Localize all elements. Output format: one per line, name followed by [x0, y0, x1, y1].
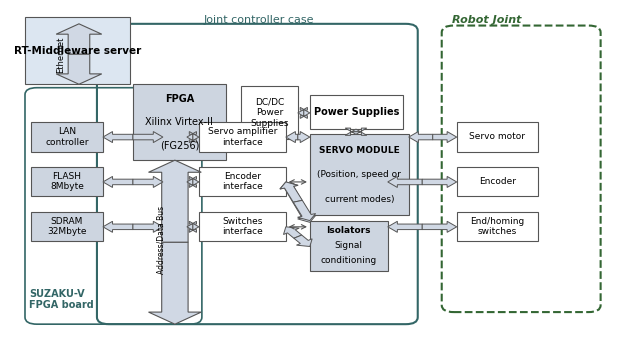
- Polygon shape: [149, 160, 201, 242]
- Text: Xilinx Virtex-II: Xilinx Virtex-II: [146, 117, 213, 127]
- Polygon shape: [433, 132, 457, 143]
- Bar: [457, 167, 537, 196]
- Bar: [310, 134, 408, 215]
- Polygon shape: [189, 132, 199, 143]
- Polygon shape: [298, 132, 310, 143]
- Text: SUZAKU-V
FPGA board: SUZAKU-V FPGA board: [29, 289, 94, 310]
- Polygon shape: [103, 132, 133, 143]
- Polygon shape: [280, 182, 302, 202]
- Bar: [199, 212, 286, 241]
- Text: (Position, speed or: (Position, speed or: [317, 171, 401, 179]
- Polygon shape: [103, 176, 133, 188]
- Polygon shape: [133, 221, 163, 232]
- Text: SDRAM
32Mbyte: SDRAM 32Mbyte: [48, 217, 87, 236]
- Text: Servo motor: Servo motor: [469, 132, 525, 141]
- Polygon shape: [149, 242, 201, 324]
- Bar: [199, 167, 286, 196]
- Bar: [457, 212, 537, 241]
- Bar: [31, 122, 103, 152]
- Polygon shape: [300, 108, 310, 118]
- Polygon shape: [345, 128, 366, 134]
- Text: Isolators: Isolators: [326, 226, 371, 235]
- Polygon shape: [345, 129, 366, 135]
- Polygon shape: [408, 132, 433, 143]
- Bar: [310, 95, 403, 129]
- Polygon shape: [103, 221, 133, 232]
- Bar: [31, 212, 103, 241]
- Text: Address/Data Bus: Address/Data Bus: [157, 206, 165, 274]
- Text: conditioning: conditioning: [321, 256, 377, 265]
- Text: Signal: Signal: [335, 241, 363, 250]
- Text: Power Supplies: Power Supplies: [313, 107, 399, 117]
- Text: FPGA: FPGA: [165, 94, 194, 104]
- Text: Joint controller case: Joint controller case: [204, 15, 314, 25]
- Text: End/homing
switches: End/homing switches: [470, 217, 524, 236]
- Polygon shape: [189, 221, 199, 232]
- Text: (FG256): (FG256): [160, 140, 199, 150]
- Text: Ethernet: Ethernet: [57, 37, 65, 73]
- Polygon shape: [387, 176, 422, 188]
- Text: Switches
interface: Switches interface: [222, 217, 263, 236]
- Polygon shape: [283, 227, 302, 238]
- Polygon shape: [56, 24, 102, 54]
- Bar: [310, 221, 387, 271]
- Text: Robot Joint: Robot Joint: [452, 15, 521, 25]
- Polygon shape: [280, 182, 302, 203]
- Polygon shape: [189, 176, 199, 188]
- Polygon shape: [56, 54, 102, 84]
- Polygon shape: [286, 132, 298, 143]
- Polygon shape: [293, 200, 316, 221]
- Text: SERVO MODULE: SERVO MODULE: [319, 146, 400, 155]
- Bar: [241, 86, 298, 140]
- Polygon shape: [422, 221, 457, 232]
- Bar: [133, 84, 226, 160]
- Polygon shape: [133, 176, 163, 188]
- Polygon shape: [187, 132, 196, 143]
- Polygon shape: [187, 221, 196, 232]
- Text: current modes): current modes): [325, 195, 394, 204]
- Text: RT-Middleware server: RT-Middleware server: [14, 46, 141, 56]
- Polygon shape: [293, 201, 316, 222]
- Polygon shape: [294, 235, 312, 246]
- Bar: [25, 17, 130, 84]
- Polygon shape: [298, 108, 307, 118]
- Text: LAN
controller: LAN controller: [45, 127, 89, 147]
- Text: DC/DC
Power
Supplies: DC/DC Power Supplies: [250, 98, 289, 128]
- Bar: [31, 167, 103, 196]
- Polygon shape: [187, 176, 196, 188]
- Text: Encoder
interface: Encoder interface: [222, 172, 263, 191]
- Polygon shape: [387, 221, 422, 232]
- Polygon shape: [422, 176, 457, 188]
- Polygon shape: [133, 132, 163, 143]
- Text: Encoder: Encoder: [479, 177, 516, 186]
- Bar: [199, 122, 286, 152]
- Text: FLASH
8Mbyte: FLASH 8Mbyte: [50, 172, 84, 191]
- Text: Servo amplifier
interface: Servo amplifier interface: [208, 127, 277, 147]
- Bar: [457, 122, 537, 152]
